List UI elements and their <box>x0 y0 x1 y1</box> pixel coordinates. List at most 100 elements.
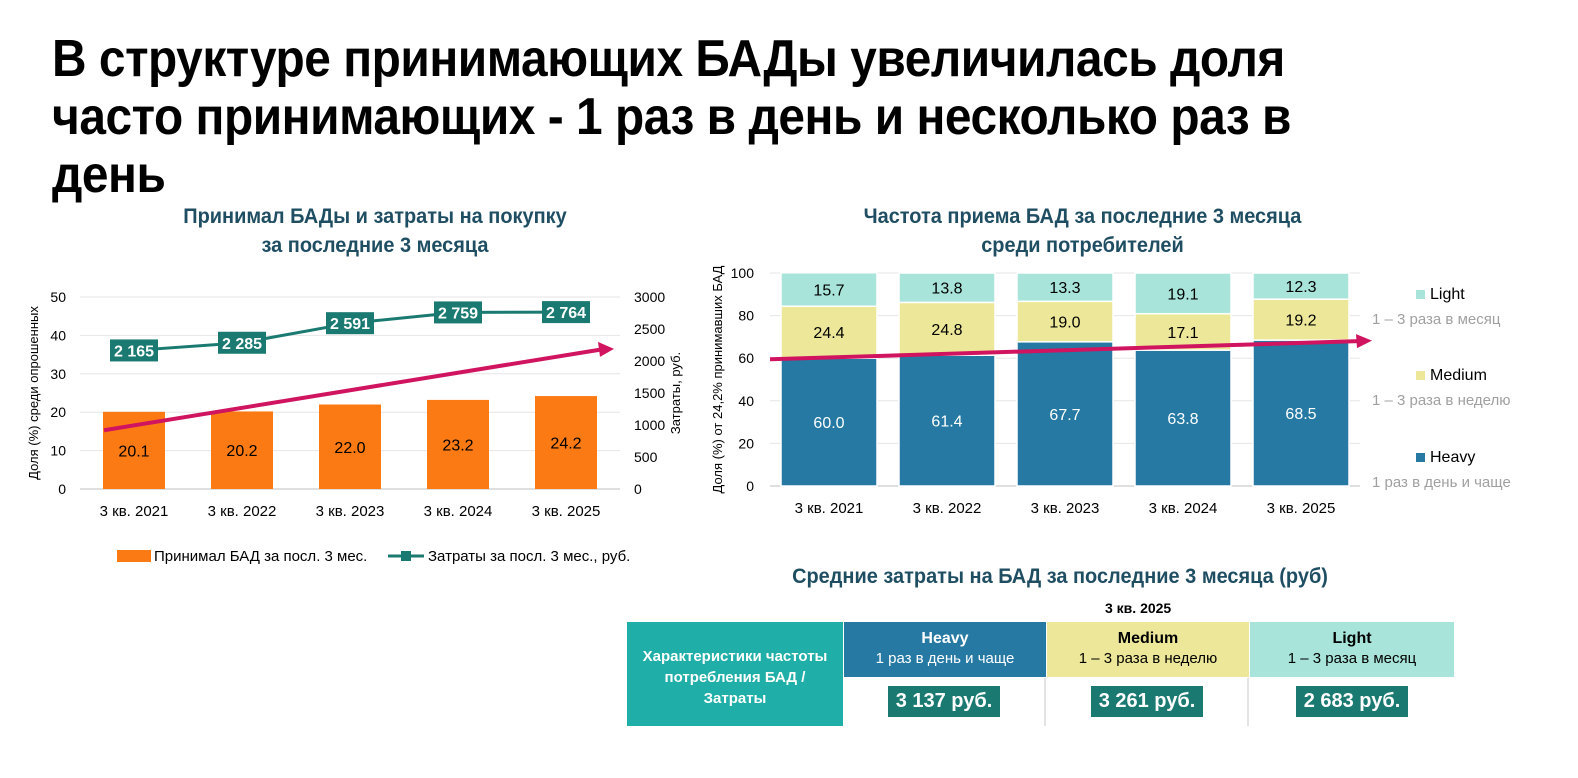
stacked-bar-segment <box>1134 272 1232 315</box>
y2-tick-label: 1000 <box>634 417 665 433</box>
line-point-label: 2 591 <box>330 316 370 333</box>
light-name: Light <box>1332 630 1372 647</box>
segment-value-label: 19.2 <box>1285 313 1316 330</box>
trend-arrow-line <box>103 347 603 433</box>
x-tick-label: 3 кв. 2022 <box>913 500 982 517</box>
legend-swatch <box>1416 371 1425 380</box>
chart1-title-line1: Принимал БАДы и затраты на покупку <box>183 205 567 228</box>
y-tick-label: 40 <box>50 327 66 343</box>
bar-value-label: 24.2 <box>550 436 581 453</box>
medium-name: Medium <box>1117 630 1179 647</box>
stacked-bar-segment <box>780 357 878 487</box>
segment-value-label: 61.4 <box>931 414 962 431</box>
x-tick-label: 3 кв. 2023 <box>1031 500 1100 517</box>
y2-tick-label: 500 <box>634 449 658 465</box>
y-tick-label: 40 <box>738 393 754 409</box>
legend-desc: 1 раз в день и чаще <box>1372 474 1511 491</box>
y-tick-label: 10 <box>50 443 66 459</box>
legend-label: Heavy <box>1430 449 1475 466</box>
legend-label: Light <box>1430 286 1465 303</box>
stacked-bar-segment <box>898 354 996 487</box>
line-point-label: 2 285 <box>222 336 262 353</box>
stacked-bar-segment <box>898 301 996 356</box>
stacked-bar-segment <box>780 305 878 359</box>
line-point-label: 2 764 <box>546 305 586 322</box>
bar-value-label: 22.0 <box>334 440 365 457</box>
y-tick-label: 80 <box>738 308 754 324</box>
table-col-medium-header: Medium 1 – 3 раза в неделю <box>1047 622 1249 677</box>
legend-line-label: Затраты за посл. 3 мес., руб. <box>428 548 630 565</box>
table-title: Средние затраты на БАД за последние 3 ме… <box>792 565 1328 588</box>
line-point-label-box <box>218 331 266 354</box>
y-tick-label: 100 <box>731 265 755 281</box>
bar <box>427 399 489 489</box>
y-tick-label: 20 <box>738 435 754 451</box>
bar-value-label: 20.2 <box>226 443 257 460</box>
y2-tick-label: 2500 <box>634 321 665 337</box>
stacked-bar-segment <box>1252 298 1350 341</box>
line-point-label-box <box>326 312 374 335</box>
y2-tick-label: 3000 <box>634 289 665 305</box>
segment-value-label: 67.7 <box>1049 407 1080 424</box>
x-tick-label: 3 кв. 2023 <box>316 503 385 520</box>
segment-value-label: 17.1 <box>1167 325 1198 342</box>
y-tick-label: 30 <box>50 366 66 382</box>
bar-value-label: 20.1 <box>118 443 149 460</box>
trend-arrow-line <box>769 339 1359 362</box>
heavy-name: Heavy <box>921 630 969 647</box>
legend-swatch <box>1416 453 1425 462</box>
light-desc: 1 – 3 раза в месяц <box>1287 650 1417 667</box>
y-axis-title: Доля (%) от 24,2% принимавших БАД <box>710 265 725 493</box>
legend-label: Medium <box>1430 367 1487 384</box>
legend-swatch <box>1416 290 1425 299</box>
line-point-label-box <box>110 339 158 362</box>
y2-tick-label: 0 <box>634 481 642 497</box>
legend-bar-label: Принимал БАД за посл. 3 мес. <box>154 548 367 565</box>
x-tick-label: 3 кв. 2022 <box>208 503 277 520</box>
x-tick-label: 3 кв. 2021 <box>795 500 864 517</box>
y-axis-title: Доля (%) среди опрошенных <box>26 306 41 480</box>
line-point-label: 2 165 <box>114 343 154 360</box>
segment-value-label: 19.1 <box>1167 286 1198 303</box>
bar <box>535 396 597 489</box>
segment-value-label: 13.8 <box>931 281 962 298</box>
bar <box>211 411 273 489</box>
y-tick-label: 20 <box>50 404 66 420</box>
y-tick-label: 60 <box>738 350 754 366</box>
segment-value-label: 24.4 <box>813 325 844 342</box>
bar-value-label: 23.2 <box>442 437 473 454</box>
chart1-title-line2: за последние 3 месяца <box>261 234 489 257</box>
light-value: 2 683 руб. <box>1295 686 1409 717</box>
table-col-light-header: Light 1 – 3 раза в месяц <box>1250 622 1454 677</box>
legend-bar-swatch <box>117 550 151 562</box>
x-tick-label: 3 кв. 2024 <box>424 503 493 520</box>
x-tick-label: 3 кв. 2024 <box>1149 500 1218 517</box>
legend-line-marker <box>401 551 411 561</box>
line-point-label: 2 759 <box>438 305 478 322</box>
stacked-bar-segment <box>1252 339 1350 487</box>
stacked-bar-segment <box>1252 272 1350 300</box>
table-row-header-text: Характеристики частоты потребления БАД /… <box>642 648 828 707</box>
y2-tick-label: 2000 <box>634 353 665 369</box>
line-point-label-box <box>434 301 482 324</box>
table-cell-light: 2 683 руб. <box>1250 678 1454 726</box>
chart1-title: Принимал БАДы и затраты на покупку за по… <box>133 202 618 260</box>
legend-desc: 1 – 3 раза в месяц <box>1372 311 1501 328</box>
segment-value-label: 15.7 <box>813 283 844 300</box>
legend-desc: 1 – 3 раза в неделю <box>1372 392 1510 409</box>
spend-table: Характеристики частоты потребления БАД /… <box>627 622 1454 726</box>
page-title: В структуре принимающих БАДы увеличилась… <box>52 30 1291 204</box>
trend-arrowhead <box>1356 334 1372 349</box>
stacked-bar-segment <box>1016 272 1114 303</box>
trend-arrowhead <box>598 341 614 357</box>
line-point-label-box <box>542 301 590 324</box>
stacked-bar-segment <box>1134 349 1232 487</box>
table-period: 3 кв. 2025 <box>1105 600 1172 616</box>
table-cell-heavy: 3 137 руб. <box>844 678 1046 726</box>
segment-value-label: 60.0 <box>813 415 844 432</box>
segment-value-label: 13.3 <box>1049 280 1080 297</box>
y2-axis-title: Затраты, руб. <box>668 352 683 434</box>
table-col-heavy-header: Heavy 1 раз в день и чаще <box>844 622 1046 677</box>
chart2-title-line2: среди потребителей <box>981 234 1184 257</box>
chart2-title-line1: Частота приема БАД за последние 3 месяца <box>863 205 1302 228</box>
